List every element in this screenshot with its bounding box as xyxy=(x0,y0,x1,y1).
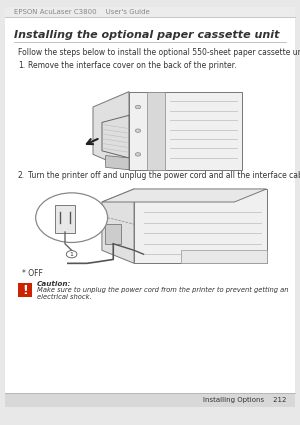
Text: Follow the steps below to install the optional 550-sheet paper cassette unit.: Follow the steps below to install the op… xyxy=(18,48,300,57)
Polygon shape xyxy=(147,92,165,170)
FancyBboxPatch shape xyxy=(55,205,75,232)
Text: Caution:: Caution: xyxy=(37,281,71,287)
Circle shape xyxy=(36,193,108,242)
FancyBboxPatch shape xyxy=(105,224,121,244)
FancyBboxPatch shape xyxy=(5,7,295,407)
Text: Turn the printer off and unplug the power cord and all the interface cables.: Turn the printer off and unplug the powe… xyxy=(28,170,300,179)
Text: Make sure to unplug the power cord from the printer to prevent getting an electr: Make sure to unplug the power cord from … xyxy=(37,286,289,300)
Polygon shape xyxy=(102,189,134,264)
Polygon shape xyxy=(102,115,129,158)
Text: 1.: 1. xyxy=(18,60,25,70)
FancyBboxPatch shape xyxy=(5,7,295,17)
FancyBboxPatch shape xyxy=(5,393,295,407)
Text: 2.: 2. xyxy=(18,170,25,179)
Text: Installing Options    212: Installing Options 212 xyxy=(202,397,286,403)
Polygon shape xyxy=(134,189,266,264)
Circle shape xyxy=(135,129,141,133)
Text: !: ! xyxy=(22,283,28,297)
Text: Installing the optional paper cassette unit: Installing the optional paper cassette u… xyxy=(14,30,280,40)
Text: EPSON AcuLaser C3800    User's Guide: EPSON AcuLaser C3800 User's Guide xyxy=(14,9,150,15)
FancyBboxPatch shape xyxy=(18,283,32,297)
Text: Remove the interface cover on the back of the printer.: Remove the interface cover on the back o… xyxy=(28,60,236,70)
Text: * OFF: * OFF xyxy=(22,269,43,278)
Polygon shape xyxy=(106,156,129,170)
Polygon shape xyxy=(93,92,129,170)
Polygon shape xyxy=(129,92,242,170)
Circle shape xyxy=(135,153,141,156)
Text: 1: 1 xyxy=(70,252,74,257)
Polygon shape xyxy=(102,189,266,202)
Circle shape xyxy=(66,251,77,258)
Circle shape xyxy=(135,105,141,109)
Polygon shape xyxy=(182,250,266,264)
